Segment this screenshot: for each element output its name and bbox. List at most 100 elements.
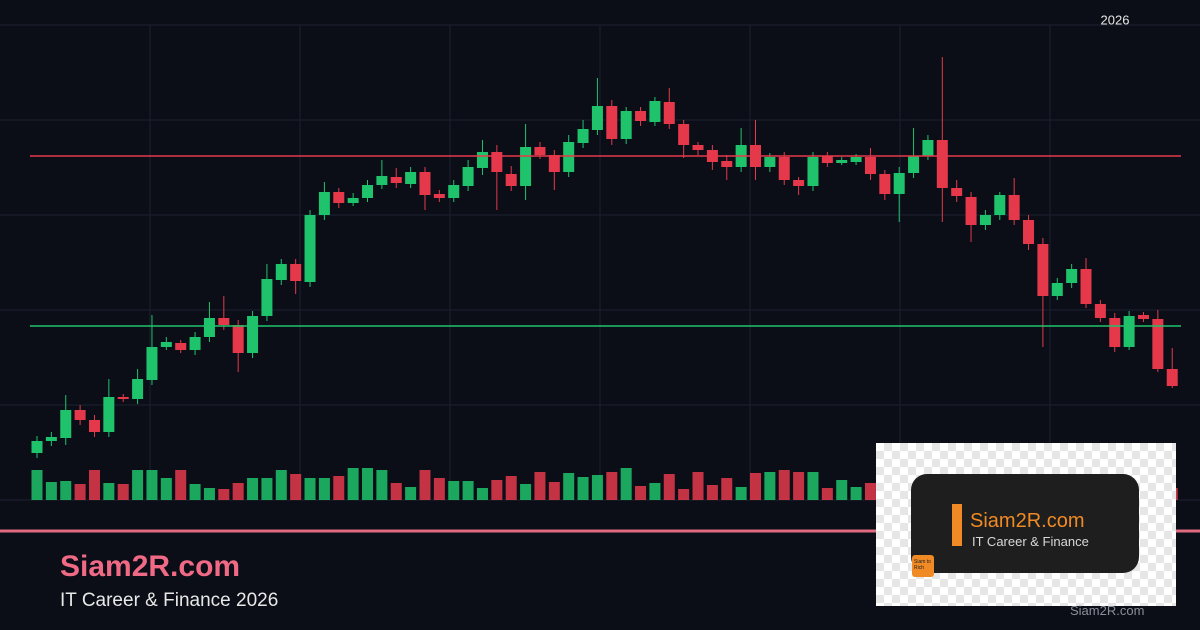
volume-bar xyxy=(103,483,115,500)
volume-bar xyxy=(793,472,805,500)
candle-body xyxy=(419,172,431,195)
candle-body xyxy=(462,167,474,186)
site-name: Siam2R.com xyxy=(60,550,241,583)
candle-body xyxy=(247,316,259,353)
volume-bar xyxy=(275,470,287,500)
volume-bar xyxy=(821,488,833,500)
volume-bar xyxy=(563,473,575,500)
candle-body xyxy=(951,188,963,196)
candle-body xyxy=(1137,315,1149,319)
candle-body xyxy=(433,194,445,198)
candle-body xyxy=(1066,269,1078,283)
candle-body xyxy=(678,124,690,145)
candle-body xyxy=(117,397,129,399)
volume-bar xyxy=(721,478,733,500)
logo-icon: Siam to Rich xyxy=(912,555,934,577)
volume-bar xyxy=(807,472,819,500)
volume-bar xyxy=(836,480,848,500)
candle-body xyxy=(879,174,891,194)
candle-body xyxy=(563,142,575,172)
candle-body xyxy=(476,152,488,168)
candle-body xyxy=(505,174,517,186)
candle-body xyxy=(390,177,402,183)
candle-body xyxy=(60,410,72,438)
candle-body xyxy=(893,173,905,194)
candle-body xyxy=(1080,269,1092,304)
volume-bar xyxy=(232,483,244,500)
volume-bar xyxy=(290,474,302,500)
candle-body xyxy=(864,157,876,174)
volume-bar xyxy=(88,470,100,500)
volume-bar xyxy=(333,476,345,500)
candle-body xyxy=(534,147,546,155)
candle-body xyxy=(520,147,532,186)
volume-bar xyxy=(175,470,187,500)
candle-body xyxy=(821,156,833,163)
candle-body xyxy=(218,318,230,325)
logo-overlay: Siam2R.com IT Career & Finance Siam to R… xyxy=(876,443,1176,606)
candle-body xyxy=(936,140,948,188)
candle-body xyxy=(290,264,302,281)
candle-body xyxy=(649,101,661,122)
candle-body xyxy=(362,185,374,198)
volume-bar xyxy=(448,481,460,500)
candle-body xyxy=(1123,316,1135,347)
volume-bar xyxy=(304,478,316,500)
candle-body xyxy=(103,397,115,432)
candle-body xyxy=(45,437,57,441)
candle-body xyxy=(591,106,603,130)
volume-bar xyxy=(390,483,402,500)
volume-bar xyxy=(74,484,86,500)
candle-body xyxy=(203,318,215,337)
volume-bar xyxy=(778,470,790,500)
volume-bar xyxy=(750,473,761,500)
candle-body xyxy=(807,157,819,186)
volume-bar xyxy=(620,468,632,500)
candle-body xyxy=(994,195,1006,215)
volume-bar xyxy=(491,480,503,500)
volume-bar xyxy=(419,470,431,500)
year-label: 2026 xyxy=(1101,12,1130,27)
volume-bar xyxy=(735,487,747,500)
candle-body xyxy=(908,156,920,173)
volume-bar xyxy=(591,475,603,500)
candle-body xyxy=(1023,220,1035,244)
candle-body xyxy=(376,176,388,185)
logo-card: Siam2R.com IT Career & Finance xyxy=(911,474,1139,573)
candle-body xyxy=(620,111,632,139)
card-tagline: IT Career & Finance xyxy=(972,534,1089,549)
candle-body xyxy=(764,157,776,167)
volume-bar xyxy=(405,487,417,500)
candle-body xyxy=(1109,318,1121,347)
volume-bar xyxy=(520,484,532,500)
volume-bar xyxy=(362,468,374,500)
volume-bar xyxy=(678,489,690,500)
candle-body xyxy=(31,441,43,453)
candle-body xyxy=(606,106,618,139)
volume-bar xyxy=(318,478,330,500)
volume-bar xyxy=(146,470,158,500)
volume-bar xyxy=(764,472,776,500)
volume-bar xyxy=(45,482,57,500)
volume-bar xyxy=(692,472,704,500)
candle-body xyxy=(663,102,675,124)
volume-bar xyxy=(635,486,647,500)
volume-bar xyxy=(505,476,517,500)
candle-body xyxy=(1166,369,1178,386)
volume-bar xyxy=(606,472,618,500)
volume-bar xyxy=(376,470,388,500)
volume-bar xyxy=(203,488,215,500)
candle-body xyxy=(692,145,704,150)
candle-body xyxy=(189,337,201,350)
volume-bar xyxy=(663,474,675,500)
volume-bar xyxy=(864,483,876,500)
candle-body xyxy=(965,197,977,225)
candle-body xyxy=(850,157,862,162)
card-site: Siam2R.com xyxy=(970,510,1085,532)
candle-body xyxy=(635,111,647,121)
candle-body xyxy=(448,185,460,198)
volume-bar xyxy=(60,481,72,500)
candle-body xyxy=(836,160,848,163)
volume-bar xyxy=(117,484,129,500)
